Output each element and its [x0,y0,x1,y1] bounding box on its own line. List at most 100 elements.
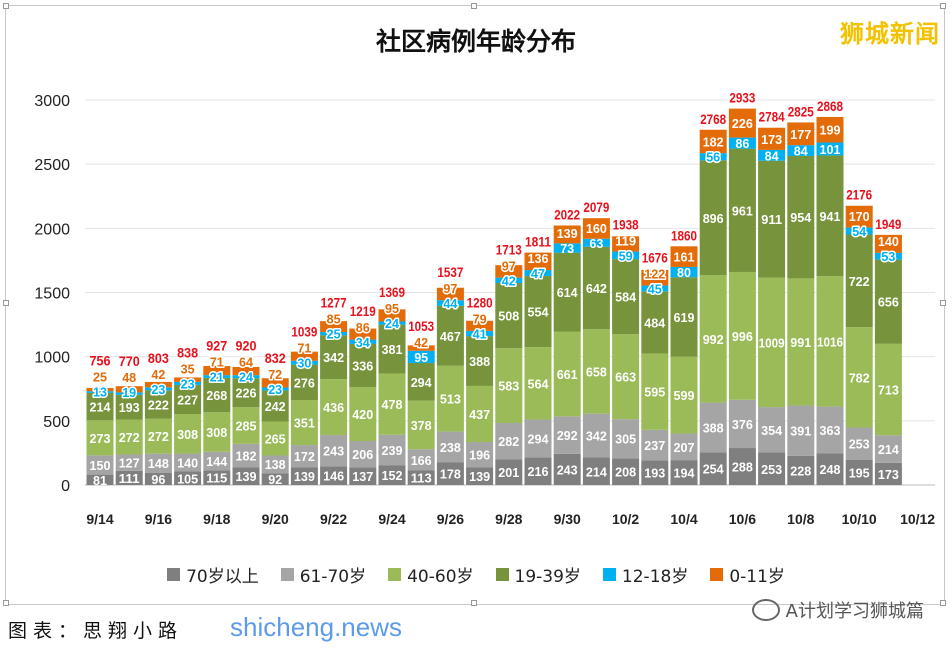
segment-label: 137 [352,469,373,484]
segment-label: 84 [765,148,780,163]
segment-label: 166 [411,453,432,468]
segment-label: 782 [849,370,870,385]
bar-segment [378,321,406,325]
segment-label: 226 [236,386,257,401]
segment-label: 23 [181,376,195,391]
bar-segment [378,434,406,466]
bar-segment [874,252,902,260]
resize-handle[interactable] [3,300,9,306]
segment-label: 45 [648,281,662,296]
segment-label: 467 [440,329,461,344]
bar-segment [261,378,289,388]
total-label: 1811 [525,234,551,250]
bar-segment [115,392,143,395]
segment-label: 139 [469,469,490,484]
bar-segment [466,320,494,331]
resize-handle[interactable] [3,600,9,606]
total-label: 1949 [875,216,901,232]
legend-label: 61-70岁 [299,567,367,587]
segment-label: 268 [206,388,227,403]
bar-segment [728,271,756,400]
segment-label: 420 [352,407,373,422]
bar-segment [495,283,523,349]
bar-segment [582,246,610,330]
bar-segment [845,234,873,328]
segment-label: 254 [703,462,725,477]
segment-label: 25 [93,370,107,385]
segment-label: 71 [297,341,311,356]
resize-handle[interactable] [3,3,9,9]
segment-label: 661 [557,367,578,382]
x-tick-label: 10/6 [729,511,756,527]
bar-segment [787,278,815,406]
segment-label: 194 [674,466,696,481]
segment-label: 227 [177,392,198,407]
segment-label: 97 [502,258,516,273]
resize-handle[interactable] [471,3,477,9]
x-tick-label: 9/28 [495,511,522,527]
bar-segment [612,251,640,260]
segment-label: 115 [206,471,227,486]
bar-segment [174,414,202,454]
bar-segment [203,375,231,378]
bar-segment [349,387,377,441]
watermark-logo: 狮城新闻 [840,20,940,48]
bar-segment [612,419,640,459]
segment-label: 342 [586,429,607,444]
bar-segment [407,362,435,401]
bar-segment [407,449,435,471]
segment-label: 81 [93,473,107,488]
segment-label: 30 [297,356,311,371]
bar-segment [115,419,143,455]
resize-handle[interactable] [940,300,946,306]
bar-segment [436,431,464,463]
segment-label: 253 [761,462,782,477]
bar-segment [524,270,552,277]
bar-segment [758,149,786,161]
bar-segment [495,265,523,278]
bar-segment [845,205,873,228]
bar-segment [261,421,289,456]
segment-label: 208 [615,465,636,480]
legend-item: 40-60岁 [388,562,474,587]
bar-segment [582,457,610,485]
segment-label: 583 [498,379,519,394]
segment-label: 140 [177,456,198,471]
bar-segment [407,345,435,351]
segment-label: 1016 [817,334,843,349]
bar-segment [670,460,698,485]
segment-label: 97 [443,281,457,296]
bar-segment [553,331,581,417]
bar-segment [612,458,640,485]
segment-label: 656 [878,295,899,310]
segment-label: 25 [327,327,341,342]
segment-label: 911 [761,212,782,227]
segment-label: 722 [849,274,870,289]
bar-segment [845,327,873,428]
segment-label: 72 [268,367,282,382]
segment-label: 658 [586,364,607,379]
total-label: 770 [119,353,140,369]
bar-segment [290,351,318,361]
legend-item: 19-39岁 [495,562,581,587]
bar-segment [787,122,815,146]
resize-handle[interactable] [471,600,477,606]
segment-label: 84 [794,144,809,159]
segment-label: 996 [732,329,753,344]
total-label: 2768 [700,111,726,127]
segment-label: 614 [557,285,579,300]
resize-handle[interactable] [940,600,946,606]
bar-segment [261,473,289,485]
bar-segment [349,467,377,485]
total-label: 2933 [729,90,755,106]
resize-handle[interactable] [940,3,946,9]
segment-label: 193 [119,400,140,415]
wechat-account-name: A计划学习狮城篇 [785,601,924,622]
x-tick-label: 9/16 [145,511,172,527]
segment-label: 308 [206,425,227,440]
y-tick-label: 3000 [34,93,70,110]
bar-segment [612,259,640,335]
wechat-account: A计划学习狮城篇 [751,597,924,623]
bar-segment [553,252,581,332]
y-tick-label: 1500 [34,286,70,303]
